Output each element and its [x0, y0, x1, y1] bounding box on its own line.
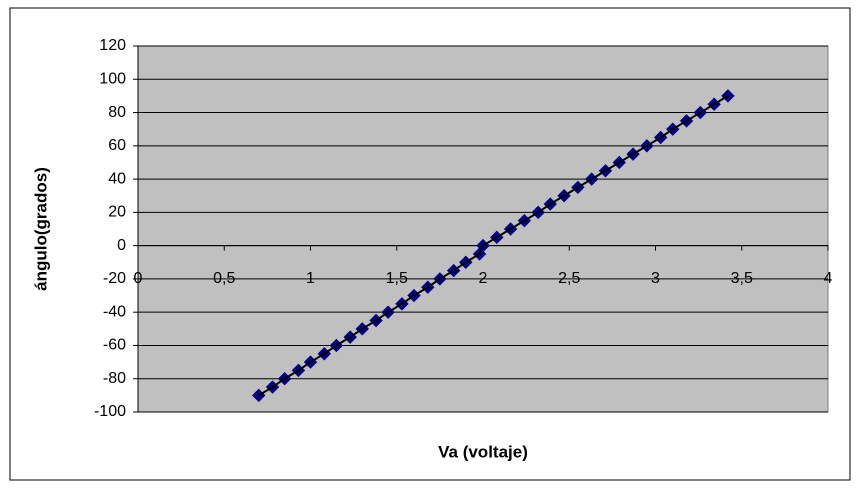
x-axis-label: Va (voltaje): [438, 442, 528, 461]
y-tick-label: 20: [108, 204, 126, 221]
x-tick-label: 2: [479, 270, 488, 287]
x-tick-label: 3,5: [731, 270, 753, 287]
x-tick-label: 0: [134, 270, 143, 287]
x-tick-label: 1: [306, 270, 315, 287]
y-tick-label: -60: [103, 337, 126, 354]
y-tick-label: -80: [103, 370, 126, 387]
y-tick-label: -40: [103, 303, 126, 320]
x-tick-label: 0,5: [213, 270, 235, 287]
y-tick-label: 120: [99, 37, 126, 54]
y-tick-label: -100: [94, 403, 126, 420]
x-tick-label: 2,5: [558, 270, 580, 287]
y-tick-label: 40: [108, 170, 126, 187]
y-tick-label: 80: [108, 104, 126, 121]
x-tick-label: 3: [651, 270, 660, 287]
y-tick-label: 100: [99, 70, 126, 87]
y-axis-label: ángulo(grados): [31, 167, 50, 291]
y-tick-label: 60: [108, 137, 126, 154]
series-line: [258, 95, 729, 397]
plot-area: [137, 45, 829, 413]
y-tick-label: -20: [103, 270, 126, 287]
y-tick-label: 0: [117, 237, 126, 254]
marker: [721, 89, 735, 103]
x-tick-label: 1,5: [386, 270, 408, 287]
x-tick-label: 4: [824, 270, 833, 287]
